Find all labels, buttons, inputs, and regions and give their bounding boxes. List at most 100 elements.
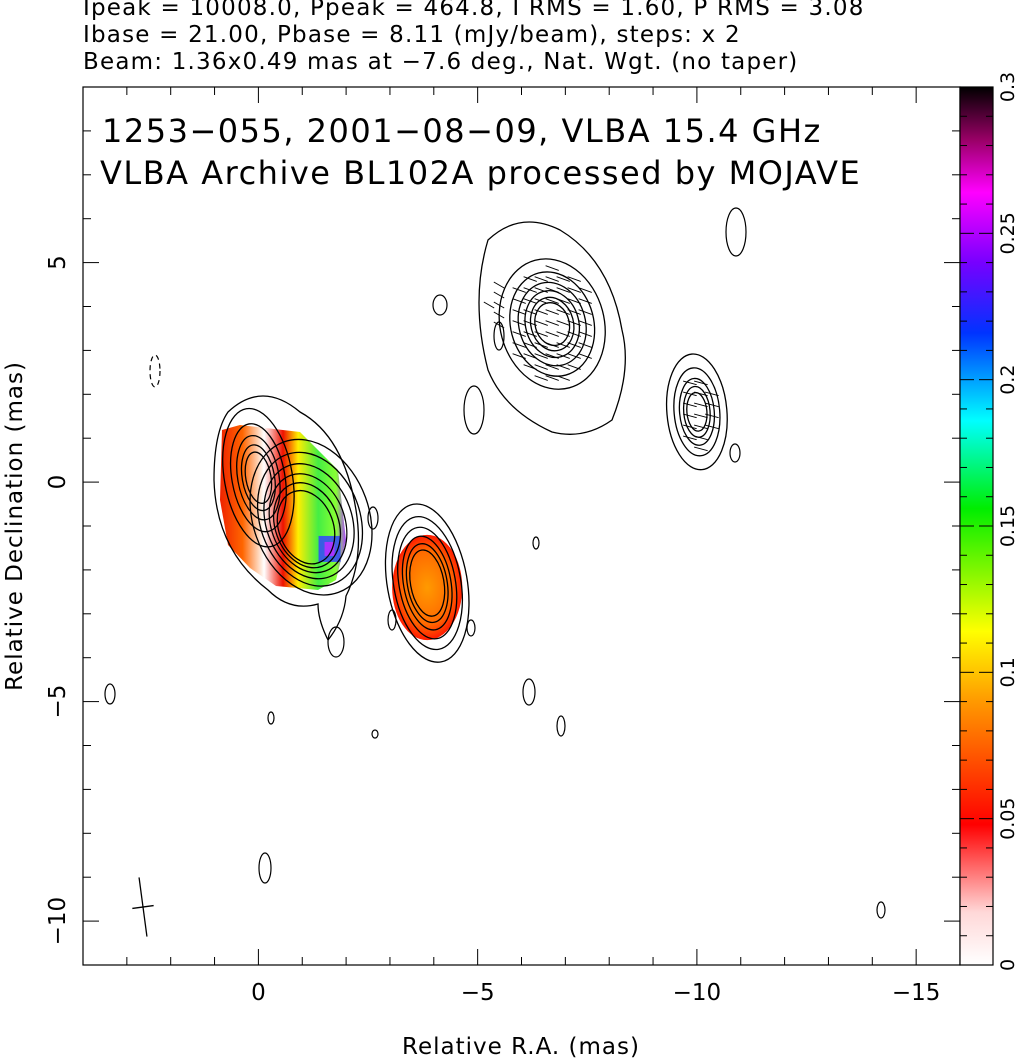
evpa-tick — [556, 309, 570, 315]
x-tick-label: −5 — [461, 980, 495, 1006]
evpa-tick — [556, 364, 570, 370]
evpa-tick — [683, 380, 697, 386]
evpa-tick — [523, 298, 537, 304]
evpa-tick — [512, 298, 526, 304]
colorbar-tick-label: 0.05 — [997, 798, 1019, 840]
colorbar-tick-label: 0.1 — [997, 657, 1019, 687]
noise-contour — [532, 536, 540, 550]
evpa-tick — [545, 375, 559, 381]
evpa-tick — [512, 353, 526, 359]
evpa-tick — [523, 276, 537, 282]
evpa-tick — [534, 375, 548, 381]
evpa-tick — [545, 320, 559, 326]
evpa-tick — [534, 287, 548, 293]
evpa-tick — [578, 353, 592, 359]
evpa-tick — [545, 276, 559, 282]
evpa-tick — [534, 342, 548, 348]
evpa-tick — [523, 364, 537, 370]
evpa-tick — [705, 424, 719, 430]
evpa-tick — [578, 342, 592, 348]
evpa-tick — [493, 311, 505, 319]
evpa-tick — [567, 331, 581, 337]
evpa-tick — [556, 298, 570, 304]
noise-contour — [327, 626, 345, 658]
evpa-tick — [534, 320, 548, 326]
evpa-tick — [694, 435, 708, 441]
evpa-tick — [578, 331, 592, 337]
evpa-tick — [523, 320, 537, 326]
evpa-tick — [512, 320, 526, 326]
header-line-3: Beam: 1.36x0.49 mas at −7.6 deg., Nat. W… — [83, 49, 799, 75]
evpa-tick — [567, 287, 581, 293]
evpa-tick — [578, 298, 592, 304]
noise-contour — [729, 443, 741, 463]
jet-contour — [263, 463, 355, 580]
noise-contour — [367, 506, 379, 530]
southern-knot-contour — [384, 503, 470, 663]
jet-contour — [276, 489, 336, 565]
x-tick-label: −10 — [673, 980, 722, 1006]
evpa-tick — [694, 391, 708, 397]
header-line-2: Ibase = 21.00, Pbase = 8.11 (mJy/beam), … — [83, 22, 741, 48]
evpa-tick — [545, 309, 559, 315]
evpa-tick — [705, 391, 719, 397]
core-contour — [244, 451, 273, 504]
northern-knot-contour — [524, 290, 581, 359]
evpa-tick — [556, 331, 570, 337]
beam-marker — [132, 877, 154, 937]
evpa-tick — [705, 413, 719, 419]
evpa-tick — [578, 320, 592, 326]
evpa-tick — [523, 331, 537, 337]
evpa-tick — [534, 364, 548, 370]
evpa-tick — [567, 320, 581, 326]
x-tick-label: −15 — [892, 980, 941, 1006]
evpa-tick — [556, 276, 570, 282]
colorbar-axis: 0 0.05 0.1 0.15 0.2 0.25 0.3 — [960, 72, 1019, 971]
evpa-tick — [556, 287, 570, 293]
x-axis-label: Relative R.A. (mas) — [402, 1034, 640, 1060]
noise-contour — [876, 901, 886, 919]
evpa-tick — [567, 364, 581, 370]
y-tick-label: 5 — [45, 255, 71, 270]
evpa-tick — [523, 353, 537, 359]
evpa-tick — [534, 331, 548, 337]
colorbar-tick-label: 0.3 — [997, 72, 1019, 102]
y-tick-label: −5 — [45, 685, 71, 719]
evpa-tick — [694, 402, 708, 408]
evpa-tick — [567, 276, 581, 282]
southern-knot-contour — [405, 543, 449, 624]
noise-contour — [493, 321, 505, 351]
evpa-tick — [545, 364, 559, 370]
southern-knot-contour — [401, 535, 453, 631]
jet-contour — [273, 482, 342, 569]
evpa-tick — [578, 309, 592, 315]
northern-knot-contour — [498, 258, 606, 390]
evpa-tick — [493, 281, 505, 289]
beam-minor-axis — [132, 904, 154, 910]
polarization-ticks — [483, 265, 719, 452]
evpa-tick — [683, 413, 697, 419]
chart-title: 1253−055, 2001−08−09, VLBA 15.4 GHz — [102, 112, 822, 150]
evpa-tick — [512, 331, 526, 337]
evpa-tick — [683, 424, 697, 430]
core-contour — [240, 444, 276, 512]
evpa-tick — [483, 301, 495, 309]
evpa-tick — [694, 413, 708, 419]
evpa-tick — [534, 353, 548, 359]
core-contour — [229, 423, 287, 533]
axes: 0 −5 −10 −15 5 0 −5 −10 — [45, 86, 961, 1006]
noise-contour — [466, 619, 476, 637]
evpa-tick — [545, 331, 559, 337]
evpa-tick — [545, 353, 559, 359]
evpa-tick — [705, 402, 719, 408]
jet-contour — [256, 451, 364, 587]
noise-contour — [432, 294, 448, 316]
evpa-tick — [523, 342, 537, 348]
evpa-tick — [493, 291, 505, 299]
jet-contour — [268, 473, 348, 574]
outer-knot-contour — [673, 367, 721, 457]
evpa-tick — [523, 309, 537, 315]
southern-knot-contour — [397, 526, 458, 640]
core-contour — [236, 434, 281, 521]
